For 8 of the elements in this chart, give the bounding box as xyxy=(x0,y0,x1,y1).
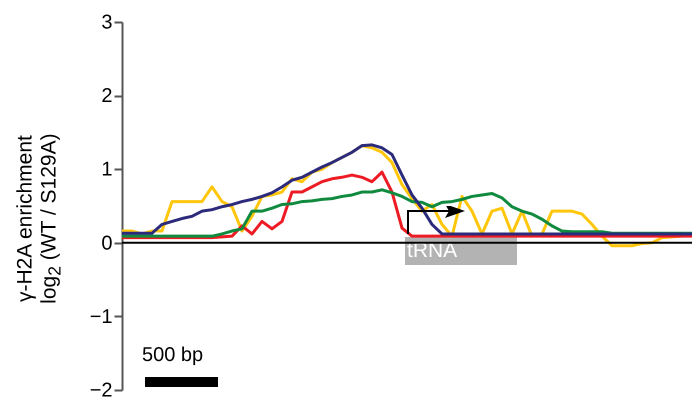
line-series xyxy=(120,170,694,240)
y-tick-label: 2 xyxy=(101,85,112,108)
y-tick-label: 0 xyxy=(101,232,112,254)
y-tick-label: −1 xyxy=(90,306,112,328)
y-tick-label: 3 xyxy=(101,12,112,34)
y-tick-label: 1 xyxy=(101,158,112,181)
y-tick-label: −2 xyxy=(90,380,112,402)
annotation: 500 bp xyxy=(142,344,204,367)
